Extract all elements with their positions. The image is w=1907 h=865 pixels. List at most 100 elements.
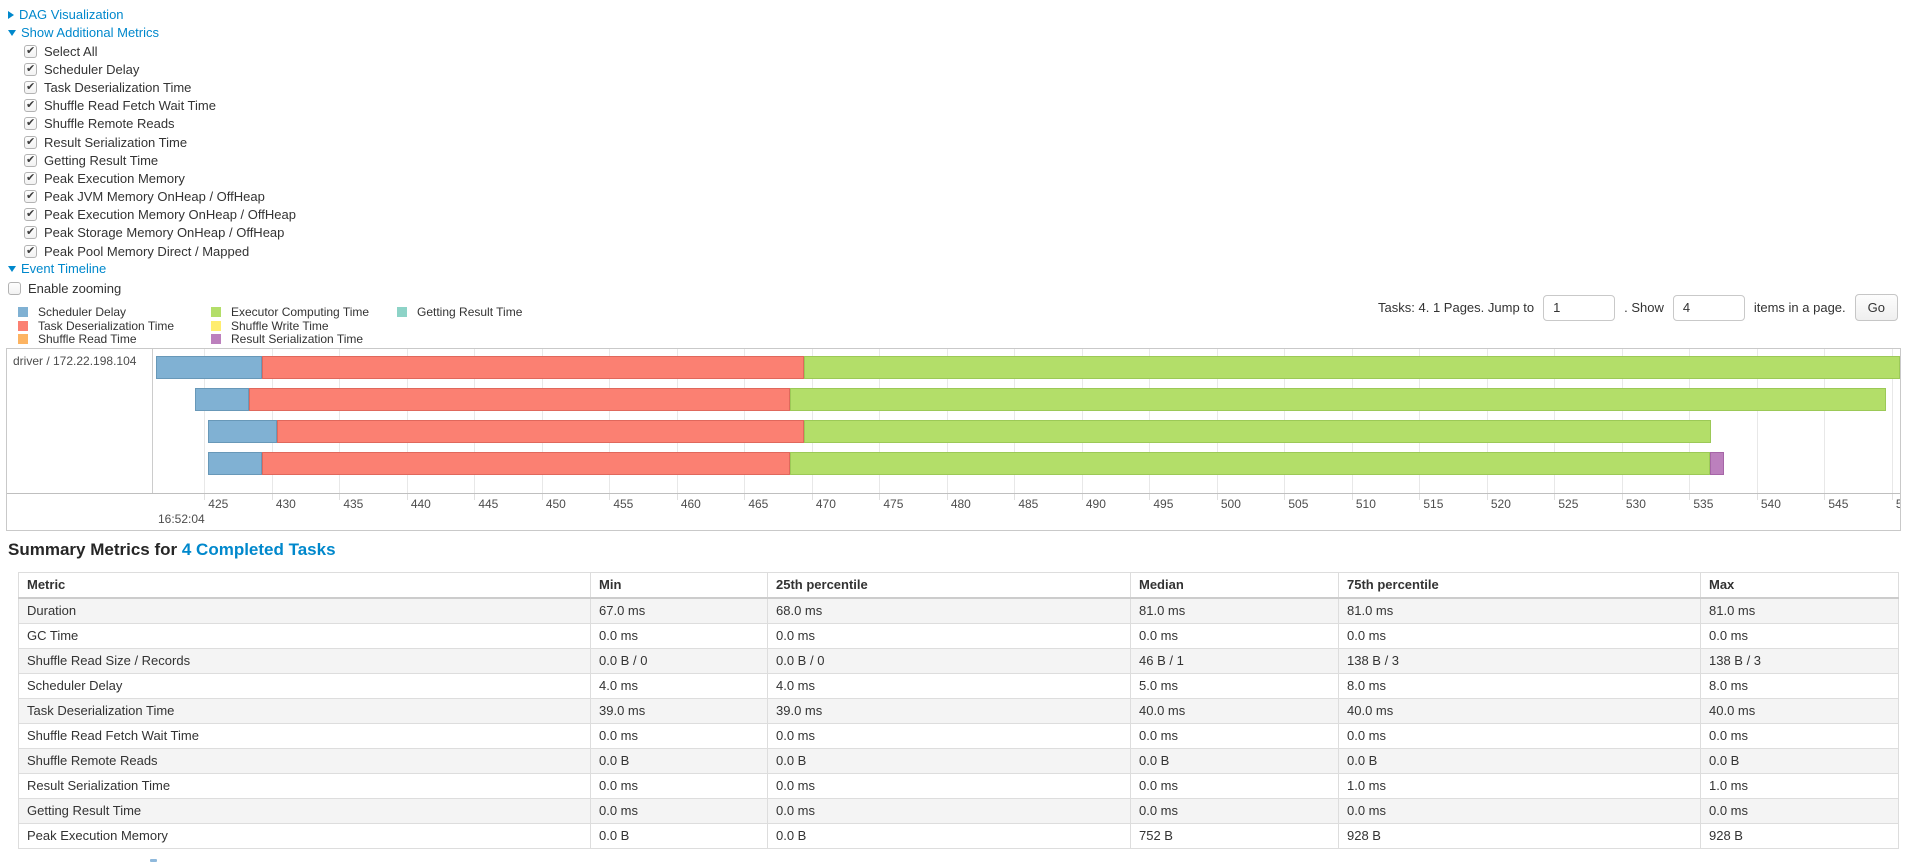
- metric-value-cell: 928 B: [1700, 823, 1899, 849]
- metric-checkbox-label: Peak Storage Memory OnHeap / OffHeap: [44, 225, 285, 241]
- metric-list-item: Select All: [24, 42, 1907, 60]
- metric-checkbox-select-all[interactable]: [24, 44, 37, 58]
- metric-name-cell: Scheduler Delay: [18, 673, 591, 699]
- metric-value-cell: 0.0 ms: [1130, 773, 1339, 799]
- metric-checkbox-label: Peak JVM Memory OnHeap / OffHeap: [44, 189, 265, 205]
- chevron-down-icon: [8, 265, 16, 272]
- timeline-gridline: [1756, 349, 1758, 493]
- metric-checkbox-peak-pool-memory-direct-mapped[interactable]: [24, 244, 37, 258]
- metric-value-cell: 0.0 ms: [767, 798, 1131, 824]
- timeline-segment-task_deserialization[interactable]: [277, 420, 804, 443]
- timeline-segment-executor_computing[interactable]: [790, 388, 1887, 411]
- metric-value-cell: 0.0 ms: [590, 773, 768, 799]
- metric-checkbox-result-serialization-time[interactable]: [24, 135, 37, 149]
- legend-label: Task Deserialization Time: [38, 318, 175, 333]
- timeline-segment-scheduler_delay[interactable]: [208, 420, 278, 443]
- summary-row: GC Time 0.0 ms 0.0 ms 0.0 ms 0.0 ms 0.0 ms: [18, 623, 1899, 649]
- timeline-segment-scheduler_delay[interactable]: [155, 356, 263, 379]
- summary-row: Scheduler Delay 4.0 ms 4.0 ms 5.0 ms 8.0 ms 8…: [18, 673, 1899, 699]
- metric-value-cell: 46 B / 1: [1130, 648, 1339, 674]
- metric-value-cell: 138 B / 3: [1700, 648, 1899, 674]
- metric-checkbox-shuffle-read-fetch-wait-time[interactable]: [24, 98, 37, 113]
- metric-checkbox-scheduler-delay[interactable]: [24, 62, 37, 76]
- legend-swatch-task_deserialization: [18, 320, 28, 331]
- metric-name-cell: Result Serialization Time: [18, 773, 591, 799]
- summary-header-cell: 75th percentile: [1338, 572, 1701, 599]
- axis-tick: [1824, 494, 1826, 500]
- summary-row: Peak Execution Memory 0.0 B 0.0 B 752 B 928 …: [18, 823, 1899, 849]
- event-timeline-label: Event Timeline: [21, 261, 107, 277]
- metric-value-cell: 0.0 ms: [590, 623, 768, 649]
- stage-page-controls: DAG Visualization Show Additional Metric…: [0, 0, 1907, 346]
- axis-tick-label: 485: [1018, 497, 1039, 511]
- axis-tick: [541, 494, 543, 500]
- axis-tick: [1554, 494, 1556, 500]
- metric-value-cell: 40.0 ms: [1700, 698, 1899, 724]
- metric-checkbox-label: Shuffle Remote Reads: [44, 116, 175, 132]
- enable-zooming-checkbox[interactable]: [8, 281, 21, 295]
- metric-checkbox-peak-jvm-memory-onheap-offheap[interactable]: [24, 189, 37, 204]
- metric-name-cell: Task Deserialization Time: [18, 698, 591, 724]
- timeline-segment-scheduler_delay[interactable]: [194, 388, 249, 411]
- metric-value-cell: 39.0 ms: [590, 698, 768, 724]
- timeline-segment-task_deserialization[interactable]: [262, 356, 804, 379]
- axis-tick: [1081, 494, 1083, 500]
- legend-swatch-shuffle_write: [211, 320, 221, 331]
- metric-checkbox-peak-execution-memory[interactable]: [24, 171, 37, 185]
- metric-name-cell: Duration: [18, 597, 591, 624]
- dag-visualization-toggle[interactable]: DAG Visualization: [8, 6, 1907, 24]
- legend-label: Result Serialization Time: [231, 332, 364, 347]
- go-button[interactable]: Go: [1854, 294, 1898, 321]
- metric-checkbox-task-deserialization-time[interactable]: [24, 80, 37, 94]
- legend-item-scheduler_delay: Scheduler Delay: [18, 305, 211, 319]
- timeline-segment-task_deserialization[interactable]: [262, 452, 791, 475]
- metric-checkbox-label: Peak Pool Memory Direct / Mapped: [44, 243, 250, 259]
- axis-tick-label: 425: [208, 497, 229, 511]
- metric-list-item: Getting Result Time: [24, 151, 1907, 169]
- axis-tick-label: 545: [1828, 497, 1849, 511]
- metric-checkbox-getting-result-time[interactable]: [24, 153, 37, 167]
- axis-tick: [676, 494, 678, 500]
- summary-header-cell: Median: [1130, 572, 1339, 599]
- axis-tick-label: 535: [1693, 497, 1714, 511]
- summary-header-cell: Max: [1700, 572, 1899, 599]
- chevron-down-icon: [8, 29, 16, 36]
- event-timeline-toggle[interactable]: Event Timeline: [8, 260, 1907, 278]
- metric-list-item: Peak JVM Memory OnHeap / OffHeap: [24, 188, 1907, 206]
- enable-zooming-control: Enable zooming: [8, 279, 1907, 297]
- timeline-gridline: [1824, 349, 1826, 493]
- axis-tick: [271, 494, 273, 500]
- metric-value-cell: 1.0 ms: [1700, 773, 1899, 799]
- metric-value-cell: 0.0 ms: [767, 723, 1131, 749]
- axis-tick-label: 495: [1153, 497, 1174, 511]
- metric-value-cell: 928 B: [1338, 823, 1701, 849]
- completed-tasks-link[interactable]: 4 Completed Tasks: [181, 540, 336, 559]
- axis-tick: [1756, 494, 1758, 500]
- timeline-segment-scheduler_delay[interactable]: [208, 452, 263, 475]
- metric-value-cell: 0.0 ms: [767, 623, 1131, 649]
- metric-checkbox-label: Task Deserialization Time: [44, 79, 192, 95]
- axis-tick: [609, 494, 611, 500]
- timeline-segment-executor_computing[interactable]: [790, 452, 1710, 475]
- metric-value-cell: 0.0 ms: [1700, 723, 1899, 749]
- task-pagination: Tasks: 4. 1 Pages. Jump to . Show items …: [1378, 294, 1898, 321]
- metric-value-cell: 68.0 ms: [767, 597, 1131, 624]
- jump-to-page-input[interactable]: [1543, 294, 1616, 321]
- metric-checkbox-peak-execution-memory-onheap-offheap[interactable]: [24, 207, 37, 222]
- page-size-input[interactable]: [1672, 294, 1745, 321]
- axis-tick-label: 460: [680, 497, 701, 511]
- timeline-segment-executor_computing[interactable]: [803, 356, 1900, 379]
- axis-tick-label: 465: [748, 497, 769, 511]
- metric-checkbox-peak-storage-memory-onheap-offheap[interactable]: [24, 225, 37, 240]
- legend-label: Executor Computing Time: [231, 305, 370, 320]
- metric-list-item: Shuffle Remote Reads: [24, 115, 1907, 133]
- timeline-gridline: [204, 349, 206, 493]
- timeline-segment-executor_computing[interactable]: [803, 420, 1711, 443]
- show-additional-metrics-toggle[interactable]: Show Additional Metrics: [8, 24, 1907, 42]
- metric-value-cell: 0.0 ms: [590, 798, 768, 824]
- timeline-segment-result_serialization[interactable]: [1709, 452, 1725, 475]
- axis-tick: [1621, 494, 1623, 500]
- timeline-segment-task_deserialization[interactable]: [248, 388, 791, 411]
- metric-value-cell: 67.0 ms: [590, 597, 768, 624]
- metric-checkbox-shuffle-remote-reads[interactable]: [24, 116, 37, 131]
